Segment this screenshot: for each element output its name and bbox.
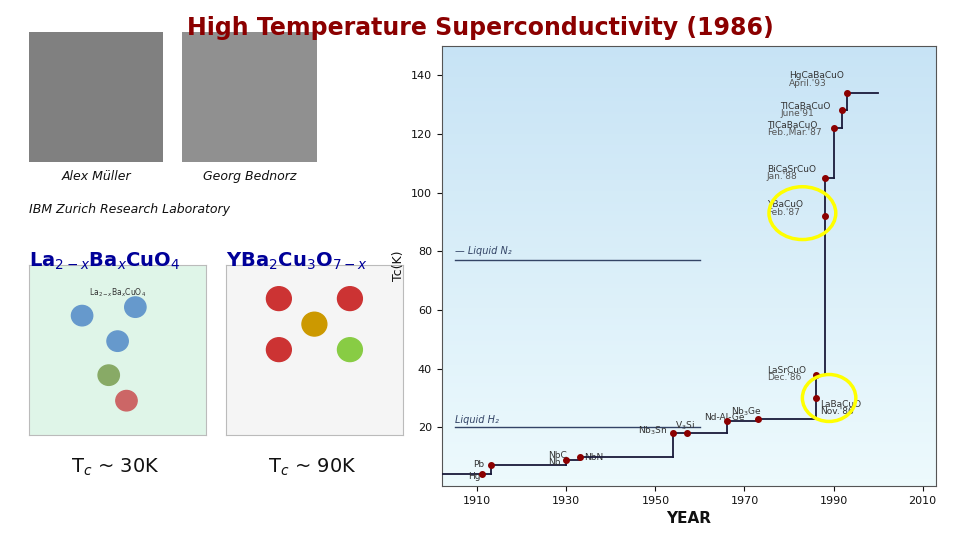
Text: Nb$_3$Sn: Nb$_3$Sn bbox=[637, 424, 667, 437]
Circle shape bbox=[267, 338, 291, 362]
Text: Pb: Pb bbox=[472, 460, 484, 469]
X-axis label: YEAR: YEAR bbox=[666, 511, 711, 526]
Text: Alex Müller: Alex Müller bbox=[61, 170, 131, 183]
Circle shape bbox=[338, 338, 362, 362]
Text: Jan.'88: Jan.'88 bbox=[767, 172, 798, 181]
Text: HgCaBaCuO: HgCaBaCuO bbox=[789, 71, 844, 80]
Text: NbC: NbC bbox=[548, 451, 567, 460]
Circle shape bbox=[71, 306, 93, 326]
Text: Feb.'87: Feb.'87 bbox=[767, 207, 800, 217]
Text: Georg Bednorz: Georg Bednorz bbox=[203, 170, 297, 183]
Text: Dec.'86: Dec.'86 bbox=[767, 373, 802, 382]
Text: TlCaBaCuO: TlCaBaCuO bbox=[780, 102, 830, 111]
Text: June'91: June'91 bbox=[780, 109, 814, 118]
Text: T$_c$ ~ 90K: T$_c$ ~ 90K bbox=[268, 456, 356, 477]
Text: La$_{2-x}$Ba$_x$CuO$_4$: La$_{2-x}$Ba$_x$CuO$_4$ bbox=[29, 251, 180, 272]
Text: BiCaSrCuO: BiCaSrCuO bbox=[767, 165, 816, 174]
Y-axis label: Tc(K): Tc(K) bbox=[393, 251, 405, 281]
Text: — Liquid N₂: — Liquid N₂ bbox=[455, 246, 512, 256]
Circle shape bbox=[107, 331, 129, 352]
Text: High Temperature Superconductivity (1986): High Temperature Superconductivity (1986… bbox=[186, 16, 774, 40]
Text: YBaCuO: YBaCuO bbox=[767, 200, 803, 210]
Text: La$_{2-x}$Ba$_x$CuO$_4$: La$_{2-x}$Ba$_x$CuO$_4$ bbox=[89, 287, 146, 299]
Text: Nd-Al-Ge: Nd-Al-Ge bbox=[705, 413, 745, 422]
Circle shape bbox=[98, 365, 119, 386]
Circle shape bbox=[125, 297, 146, 318]
Circle shape bbox=[302, 312, 326, 336]
Text: TlCaBaCuO: TlCaBaCuO bbox=[767, 121, 817, 130]
Text: Hg: Hg bbox=[468, 471, 481, 481]
Text: YBa$_2$Cu$_3$O$_{7-x}$: YBa$_2$Cu$_3$O$_{7-x}$ bbox=[226, 251, 368, 272]
Text: IBM Zurich Research Laboratory: IBM Zurich Research Laboratory bbox=[29, 202, 229, 215]
Circle shape bbox=[116, 390, 137, 411]
Circle shape bbox=[267, 287, 291, 310]
Text: Nb$_3$Ge: Nb$_3$Ge bbox=[732, 405, 762, 417]
Text: Nb: Nb bbox=[548, 458, 561, 467]
Text: Liquid H₂: Liquid H₂ bbox=[455, 415, 499, 425]
Text: LaSrCuO: LaSrCuO bbox=[767, 366, 805, 375]
Text: NbN: NbN bbox=[584, 453, 604, 462]
Text: LaBaCuO: LaBaCuO bbox=[820, 400, 861, 409]
Text: T$_c$ ~ 30K: T$_c$ ~ 30K bbox=[71, 456, 159, 477]
Text: Feb.,Mar.'87: Feb.,Mar.'87 bbox=[767, 129, 822, 137]
Circle shape bbox=[338, 287, 362, 310]
Text: April.'93: April.'93 bbox=[789, 78, 827, 87]
Text: V$_3$Si: V$_3$Si bbox=[676, 420, 695, 433]
Text: Nov.'86: Nov.'86 bbox=[820, 407, 854, 416]
